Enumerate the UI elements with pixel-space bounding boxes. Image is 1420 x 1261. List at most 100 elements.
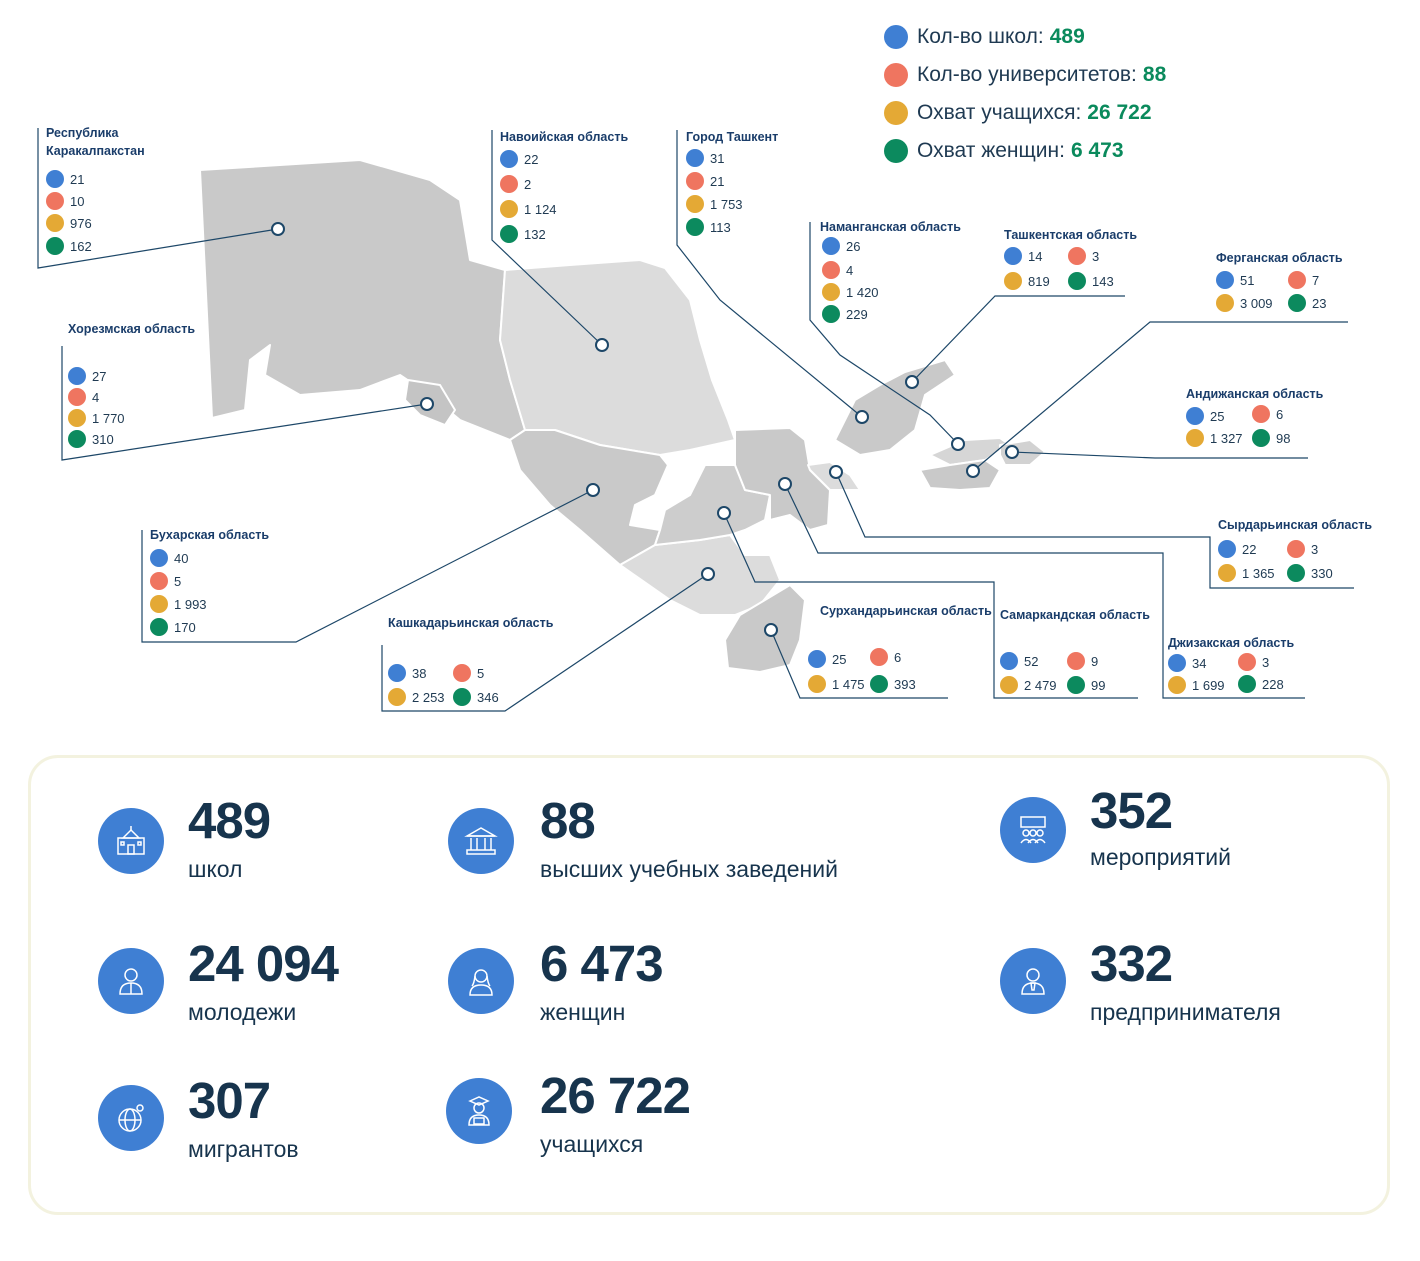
women-dot-icon	[884, 139, 908, 163]
students-dot-icon	[1216, 294, 1234, 312]
stat-schools: 34	[1168, 654, 1206, 672]
schools-dot-icon	[1000, 652, 1018, 670]
students-dot-icon	[1168, 676, 1186, 694]
universities-dot-icon	[686, 172, 704, 190]
stat-universities: 2	[500, 175, 531, 193]
region-karakalpakstan[interactable]: Республика Каракалпакстан 21 10 976 162	[46, 124, 166, 255]
universities-dot-icon	[500, 175, 518, 193]
students-dot-icon	[1186, 429, 1204, 447]
region-bukhara[interactable]: Бухарская область 40 5 1 993 170	[150, 526, 269, 636]
stat-students: 1 124	[500, 200, 557, 218]
women-dot-icon	[1238, 675, 1256, 693]
students-dot-icon	[1218, 564, 1236, 582]
legend-value: 6 473	[1070, 139, 1124, 162]
stat-value: 40	[174, 550, 189, 566]
region-kashkadarya[interactable]: Кашкадарьинская область 38 5 2 253 346	[388, 614, 554, 706]
map-region-fergana[interactable]	[919, 459, 1001, 491]
schools-dot-icon	[822, 237, 840, 255]
region-title: Кашкадарьинская область	[388, 616, 554, 630]
student-icon	[446, 1078, 512, 1144]
schools-dot-icon	[1186, 407, 1204, 425]
stat-schools: 14	[1004, 247, 1042, 265]
universities-dot-icon	[884, 63, 908, 87]
stat-schools: 25	[1186, 407, 1224, 425]
stat-students: 2 253	[388, 688, 445, 706]
stat-value: 23	[1312, 295, 1327, 311]
stat-universities: 6	[870, 648, 901, 666]
universities-dot-icon	[150, 572, 168, 590]
students-dot-icon	[150, 595, 168, 613]
kpi-label: предпринимателя	[1090, 999, 1281, 1025]
region-andijan[interactable]: Андижанская область 25 6 1 327 98	[1186, 385, 1323, 447]
region-khorezm[interactable]: Хорезмская область 27 4 1 770 310	[68, 320, 195, 448]
stat-value: 3	[1092, 248, 1100, 264]
stat-value: 31	[710, 150, 725, 166]
stat-value: 228	[1262, 676, 1284, 692]
stat-students: 1 770	[68, 409, 125, 427]
schools-dot-icon	[686, 149, 704, 167]
stat-value: 25	[1210, 408, 1225, 424]
map-region-tashkent-region[interactable]	[834, 359, 956, 456]
events-icon	[1000, 797, 1066, 863]
stat-women: 162	[46, 237, 92, 255]
stat-women: 132	[500, 225, 546, 243]
kpi-value: 24 094	[188, 935, 339, 992]
legend-value: 489	[1049, 25, 1085, 48]
universities-dot-icon	[1252, 405, 1270, 423]
kpi-value: 489	[188, 792, 271, 849]
region-title: Сырдарьинская область	[1218, 518, 1373, 532]
students-dot-icon	[500, 200, 518, 218]
stat-value: 2 253	[412, 689, 445, 705]
map-region-navoi[interactable]	[499, 259, 736, 456]
region-namangan[interactable]: Наманганская область 26 4 1 420 229	[820, 218, 961, 323]
region-tashkent-region[interactable]: Ташкентская область 14 3 819 143	[1004, 226, 1137, 290]
stat-value: 393	[894, 676, 916, 692]
stat-value: 143	[1092, 273, 1114, 289]
students-dot-icon	[1004, 272, 1022, 290]
kpi-value: 307	[188, 1072, 271, 1129]
stat-women: 143	[1068, 272, 1114, 290]
schools-dot-icon	[500, 150, 518, 168]
stat-students: 819	[1004, 272, 1050, 290]
map-region-namangan[interactable]	[929, 437, 1011, 466]
universities-dot-icon	[1068, 247, 1086, 265]
stat-value: 1 365	[1242, 565, 1275, 581]
university-icon	[448, 808, 514, 874]
universities-dot-icon	[1067, 652, 1085, 670]
stat-women: 99	[1067, 676, 1105, 694]
region-surkhandarya[interactable]: Сурхандарьинская область 25 6 1 475 393	[808, 602, 992, 693]
stat-students: 2 479	[1000, 676, 1057, 694]
stat-schools: 22	[500, 150, 538, 168]
legend-value: 26 722	[1087, 101, 1152, 124]
stat-value: 170	[174, 619, 196, 635]
map-region-bukhara[interactable]	[509, 429, 669, 566]
schools-dot-icon	[46, 170, 64, 188]
youth-icon	[98, 948, 164, 1014]
students-dot-icon	[884, 101, 908, 125]
pin-tashkent-region	[905, 375, 919, 389]
region-navoi[interactable]: Навоийская область 22 2 1 124 132	[500, 128, 628, 243]
region-samarkand[interactable]: Самаркандская область 52 9 2 479 99	[1000, 606, 1150, 694]
region-jizzakh[interactable]: Джизакская область 34 3 1 699 228	[1168, 634, 1295, 694]
kpi-value: 6 473	[540, 935, 664, 992]
stat-value: 2 479	[1024, 677, 1057, 693]
stat-value: 132	[524, 226, 546, 242]
stat-schools: 25	[808, 650, 846, 668]
region-title: Джизакская область	[1168, 636, 1295, 650]
women-dot-icon	[68, 430, 86, 448]
map-region-karakalpakstan[interactable]	[199, 159, 526, 441]
stat-women: 113	[686, 218, 731, 236]
stat-value: 21	[710, 173, 725, 189]
students-dot-icon	[46, 214, 64, 232]
women-dot-icon	[870, 675, 888, 693]
region-fergana[interactable]: Ферганская область 51 7 3 009 23	[1216, 249, 1343, 312]
region-title: Город Ташкент	[686, 130, 779, 144]
region-tashkent-city[interactable]: Город Ташкент 31 21 1 753 113	[686, 128, 779, 236]
stat-universities: 7	[1288, 271, 1319, 289]
stat-universities: 4	[822, 261, 853, 279]
map-legend: Кол-во школ: 489 Кол-во университетов: 8…	[884, 18, 1166, 170]
pin-khorezm	[420, 397, 434, 411]
kpi-label: молодежи	[188, 999, 297, 1025]
stat-value: 3	[1311, 541, 1319, 557]
region-syrdarya[interactable]: Сырдарьинская область 22 3 1 365 330	[1218, 516, 1373, 582]
